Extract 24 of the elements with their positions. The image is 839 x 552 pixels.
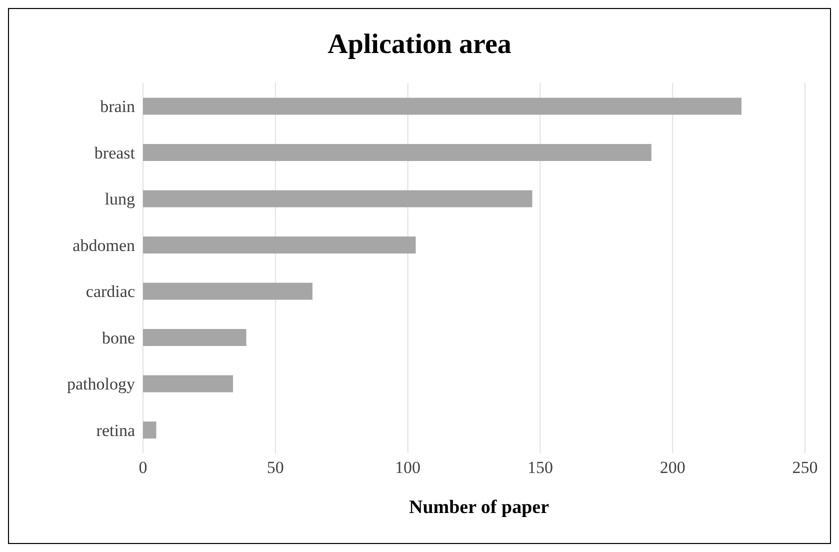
bar <box>143 422 156 439</box>
y-tick-label: cardiac <box>86 282 136 302</box>
y-tick-label: bone <box>102 328 135 348</box>
y-tick-label: breast <box>94 143 136 162</box>
bar <box>143 190 532 208</box>
bar <box>143 329 246 346</box>
y-tick-label: brain <box>100 97 136 116</box>
bar <box>143 144 652 162</box>
y-tick-label: retina <box>96 420 136 440</box>
x-tick-label: 50 <box>266 458 284 478</box>
y-tick-label: pathology <box>67 374 136 394</box>
bar <box>143 236 416 254</box>
bar <box>143 282 312 300</box>
bar <box>143 375 234 392</box>
x-tick-label: 150 <box>527 458 553 478</box>
y-tick-label: lung <box>104 190 136 209</box>
bar <box>143 98 742 115</box>
x-tick-label: 0 <box>138 458 148 478</box>
x-tick-label: 100 <box>395 458 421 478</box>
y-tick-label: abdomen <box>72 236 136 255</box>
x-tick-label: 250 <box>792 458 818 478</box>
chart-title: Aplication area <box>326 29 512 61</box>
x-axis-title: Number of paper <box>408 497 550 519</box>
x-tick-label: 200 <box>660 458 686 478</box>
